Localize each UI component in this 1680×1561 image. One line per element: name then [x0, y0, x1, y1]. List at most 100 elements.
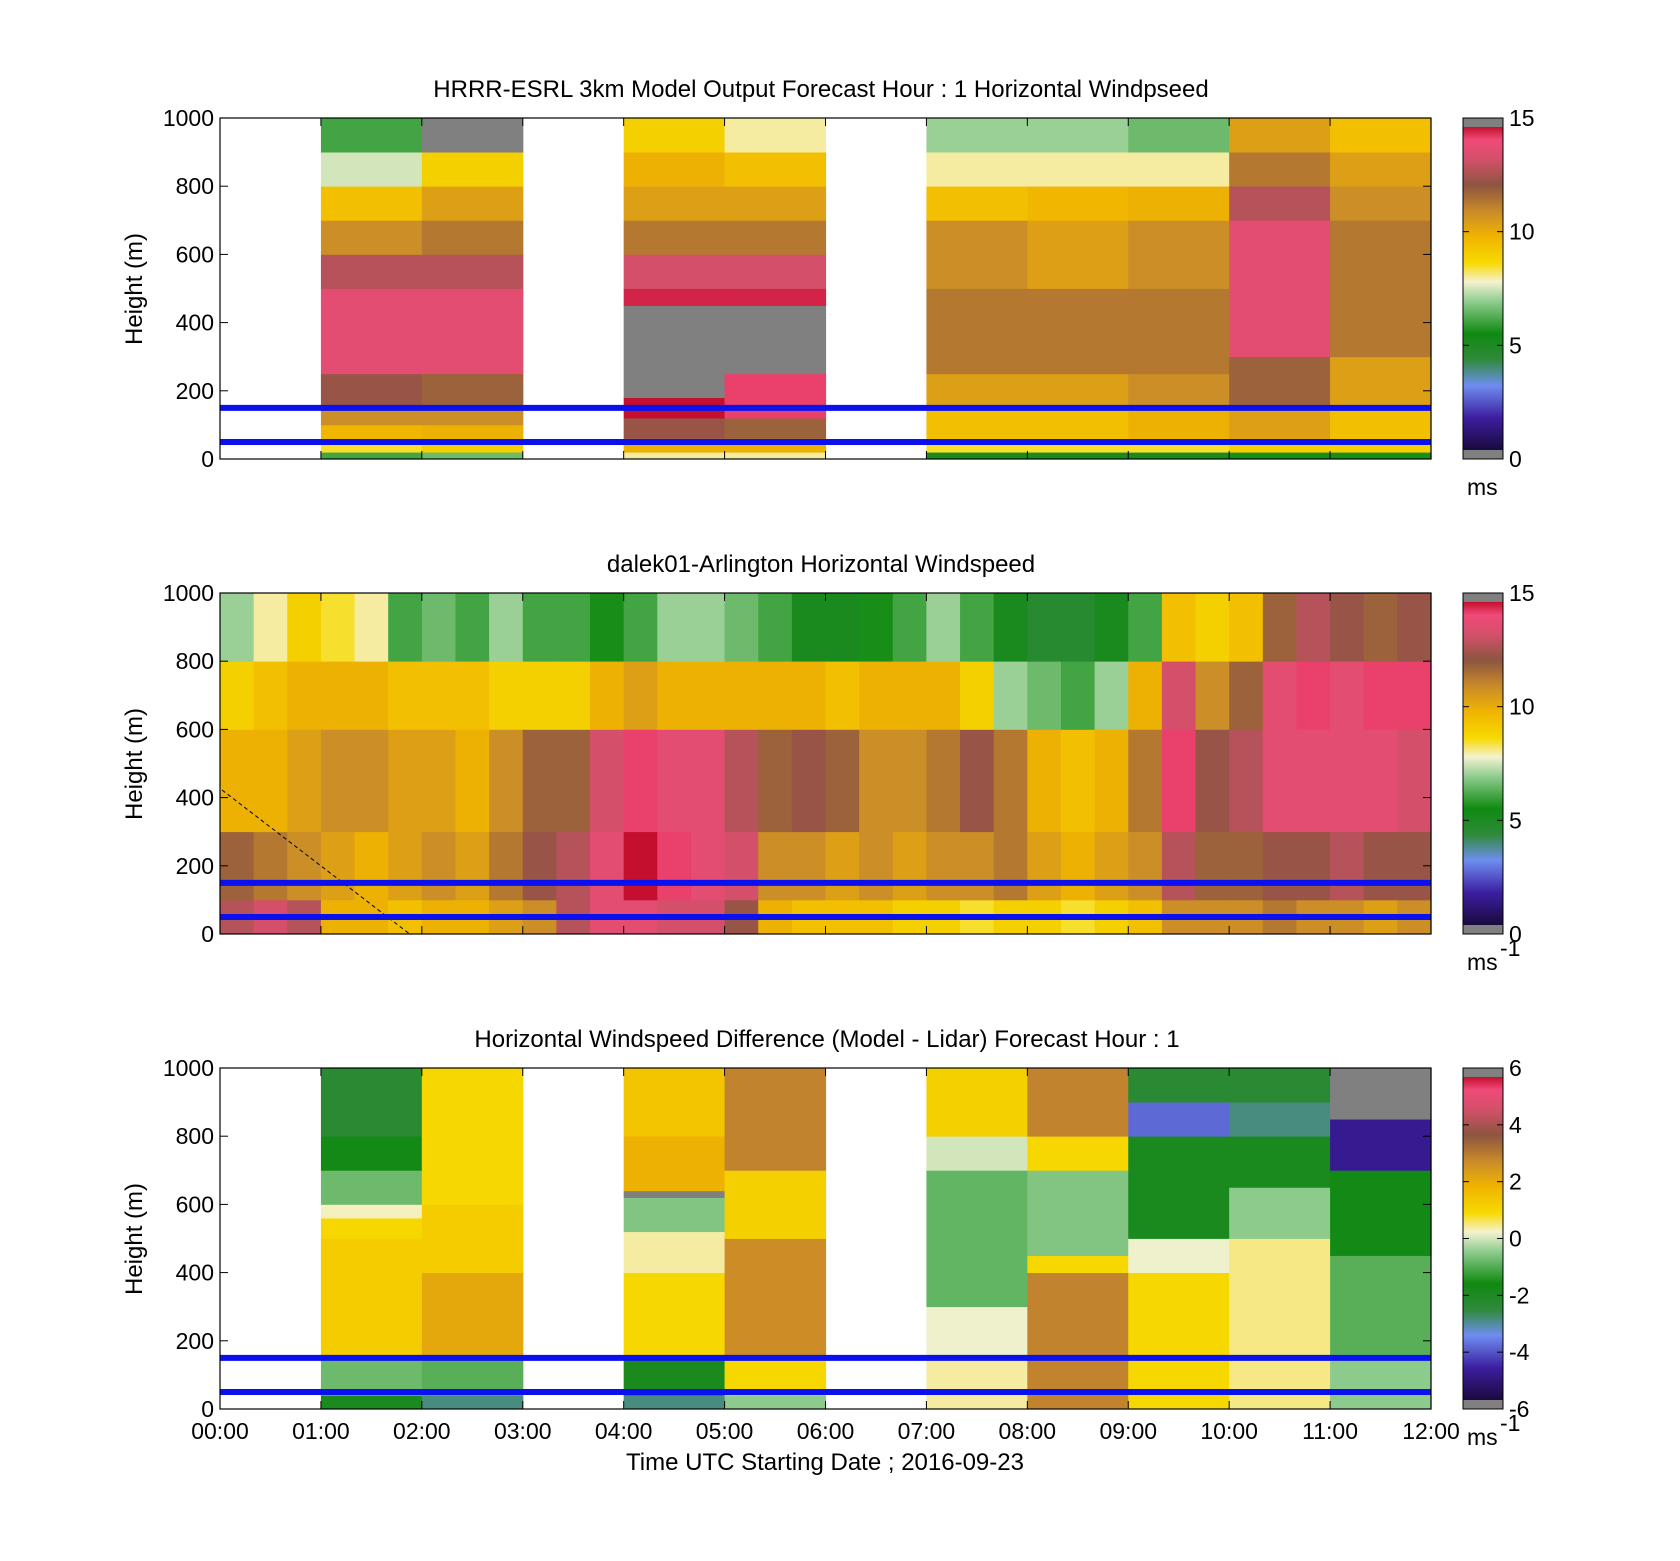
heatmap-cell: [926, 1170, 1028, 1308]
heatmap-cell: [1330, 1255, 1432, 1359]
heatmap-cell: [1128, 186, 1230, 221]
heatmap-cell: [724, 831, 759, 901]
heatmap-cell: [1296, 831, 1331, 901]
heatmap-cell: [354, 729, 389, 833]
heatmap-cell: [623, 831, 658, 901]
heatmap-cell: [489, 831, 524, 901]
heatmap-cell: [1330, 831, 1365, 901]
heatmap-cell: [892, 729, 928, 833]
heatmap-cell: [926, 1068, 1028, 1137]
colorbar-tick-label: 6: [1509, 1055, 1522, 1081]
heatmap-cell: [1363, 831, 1398, 901]
heatmap-cell: [1330, 729, 1365, 833]
heatmap-cell: [926, 831, 961, 901]
heatmap-cell: [926, 1306, 1028, 1359]
y-tick-label: 1000: [163, 1055, 214, 1081]
heatmap-cell: [1229, 152, 1331, 187]
heatmap-cell: [1229, 661, 1264, 730]
heatmap-cell: [1027, 661, 1062, 730]
heatmap-cell: [623, 1395, 726, 1410]
heatmap-cell: [1330, 1068, 1432, 1120]
heatmap-cell: [320, 118, 423, 153]
heatmap-cell: [825, 831, 860, 901]
colorbar-gradient: [1463, 127, 1503, 450]
heatmap-cell: [1094, 593, 1129, 662]
heatmap-cell: [1128, 1238, 1230, 1273]
heatmap-cell: [926, 152, 1028, 187]
heatmap-cell: [1094, 661, 1129, 730]
colorbar-tick-label: -2: [1509, 1282, 1529, 1308]
heatmap-cell: [1094, 729, 1129, 833]
heatmap-cell: [1128, 831, 1163, 901]
heatmap-cell: [287, 729, 322, 833]
heatmap-cell: [758, 831, 793, 901]
heatmap-cell: [724, 729, 759, 833]
heatmap-cell: [1094, 831, 1129, 901]
heatmap-cell: [825, 593, 860, 662]
heatmap-cell: [623, 1068, 726, 1137]
heatmap-cell: [1229, 1136, 1331, 1188]
panel-lidar-y-label: Height (m): [121, 708, 148, 820]
colorbar-tick-label: 2: [1509, 1169, 1522, 1195]
heatmap-cell: [1060, 831, 1096, 901]
heatmap-cell: [320, 1218, 423, 1239]
heatmap-cell: [791, 661, 827, 730]
heatmap-cell: [1229, 1068, 1331, 1103]
heatmap-cell: [724, 661, 759, 730]
heatmap-cell: [791, 831, 827, 901]
heatmap-cell: [522, 593, 557, 662]
heatmap-cell: [926, 729, 961, 833]
panel-difference-y-label: Height (m): [121, 1183, 148, 1295]
heatmap-cell: [320, 186, 423, 221]
heatmap-cell: [1330, 152, 1432, 187]
panel-lidar-heatmap: [220, 593, 1432, 935]
heatmap-cell: [1229, 356, 1331, 409]
heatmap-cell: [926, 373, 1028, 409]
heatmap-cell: [1229, 220, 1331, 358]
heatmap-cell: [320, 220, 423, 255]
y-tick-label: 600: [176, 1191, 214, 1217]
x-tick-label: 05:00: [696, 1418, 754, 1444]
y-tick-label: 800: [176, 1123, 214, 1149]
heatmap-cell: [960, 729, 995, 833]
heatmap-cell: [320, 1204, 423, 1219]
heatmap-cell: [1027, 288, 1129, 375]
heatmap-cell: [320, 288, 423, 375]
heatmap-cell: [421, 661, 457, 730]
heatmap-cell: [590, 831, 625, 901]
heatmap-cell: [1229, 186, 1331, 221]
heatmap-cell: [455, 661, 490, 730]
heatmap-cell: [960, 831, 995, 901]
heatmap-cell: [320, 1395, 423, 1410]
x-tick-label: 12:00: [1402, 1418, 1460, 1444]
heatmap-cell: [1330, 118, 1432, 153]
panel-difference-reference-lines: [220, 1354, 1431, 1395]
heatmap-cell: [1128, 118, 1230, 153]
heatmap-cell: [1397, 593, 1432, 662]
heatmap-cell: [724, 452, 827, 460]
heatmap-cell: [320, 254, 423, 289]
heatmap-cell: [1027, 1255, 1129, 1273]
heatmap-cell: [1128, 1136, 1230, 1239]
y-tick-label: 600: [176, 716, 214, 742]
heatmap-cell: [791, 729, 827, 833]
heatmap-cell: [1027, 1170, 1129, 1256]
heatmap-cell: [1229, 831, 1264, 901]
heatmap-cell: [320, 152, 423, 187]
heatmap-cell: [758, 729, 793, 833]
heatmap-cell: [623, 186, 726, 221]
y-tick-label: 1000: [163, 105, 214, 131]
heatmap-cell: [1330, 1170, 1432, 1256]
heatmap-cell: [892, 831, 928, 901]
heatmap-cell: [421, 452, 524, 460]
heatmap-cell: [1060, 593, 1096, 662]
panel-lidar: dalek01-Arlington Horizontal Windspeed 0…: [121, 551, 1535, 975]
heatmap-cell: [421, 729, 457, 833]
heatmap-cell: [556, 831, 591, 901]
heatmap-cell: [623, 1136, 726, 1192]
x-tick-label: 01:00: [292, 1418, 350, 1444]
heatmap-cell: [1330, 220, 1432, 358]
x-tick-label: 09:00: [1099, 1418, 1157, 1444]
heatmap-cell: [1027, 1272, 1129, 1359]
y-tick-label: 200: [176, 378, 214, 404]
